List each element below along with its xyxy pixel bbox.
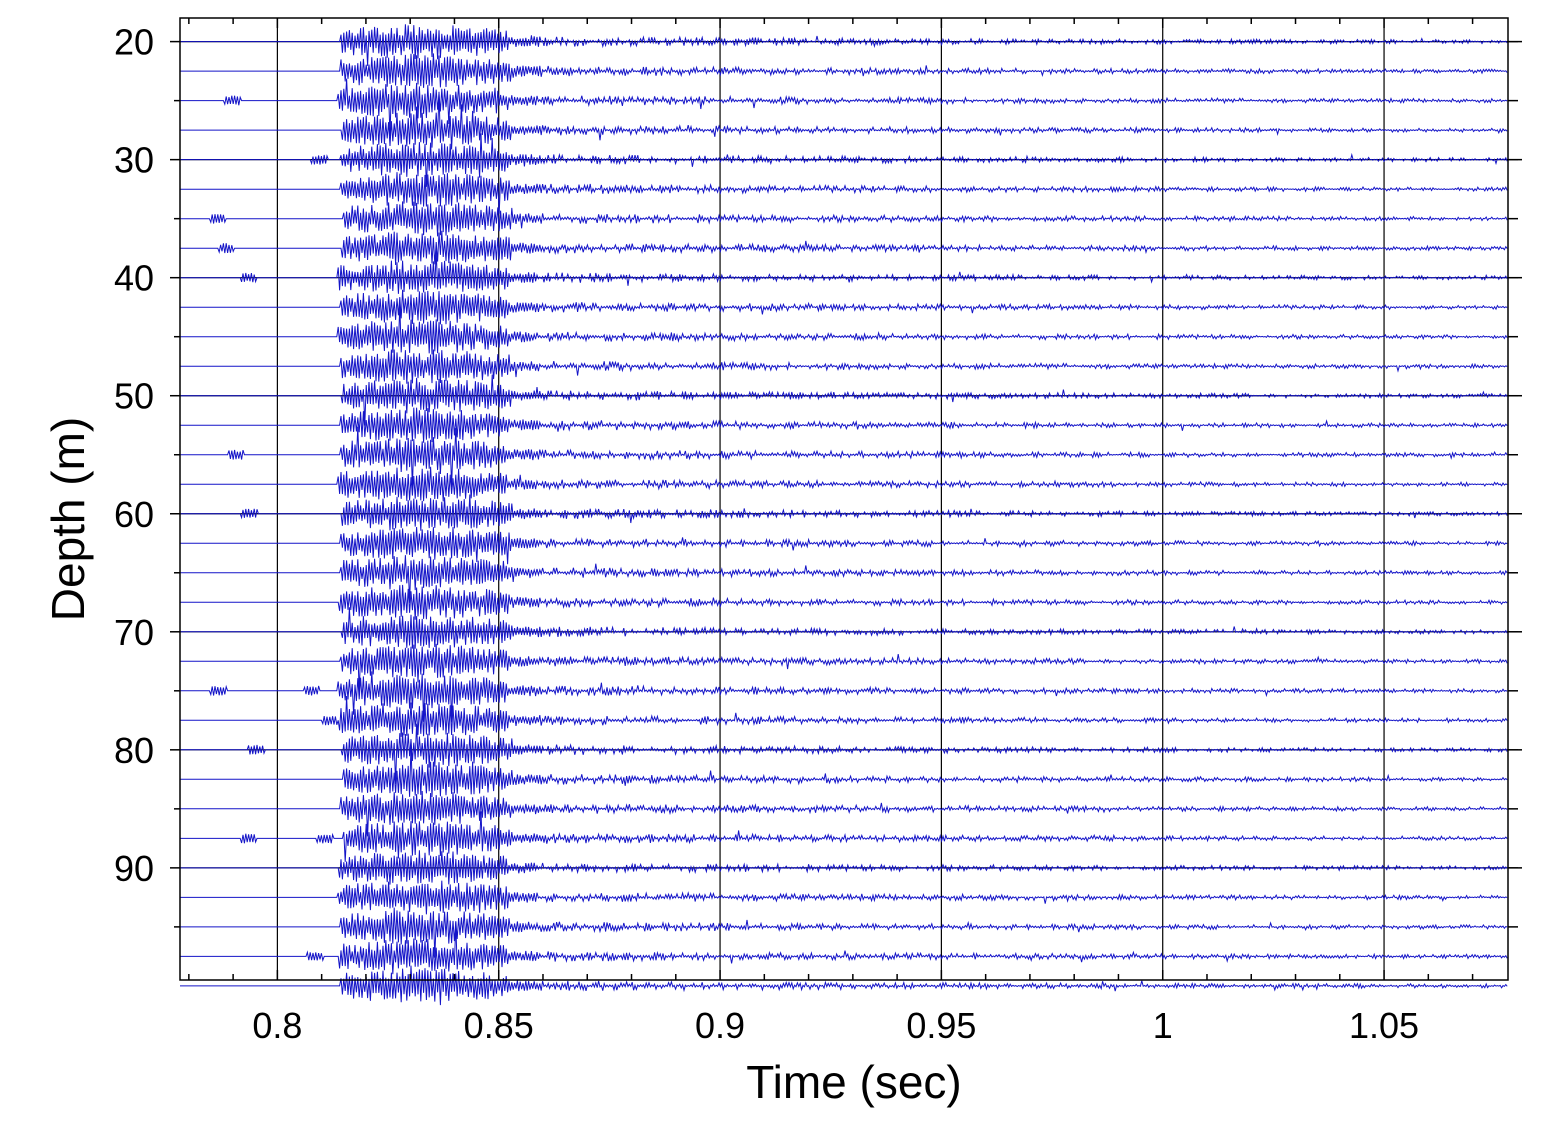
trace-depth-67_5 bbox=[180, 584, 1508, 620]
trace-depth-75 bbox=[180, 671, 1508, 723]
trace-series bbox=[180, 24, 1508, 1006]
x-axis-title: Time (sec) bbox=[746, 1056, 962, 1108]
x-tick-label-3: 0.95 bbox=[906, 1005, 976, 1046]
trace-depth-82_5 bbox=[180, 744, 1508, 798]
trace-depth-100 bbox=[180, 965, 1508, 1006]
y-axis-title: Depth (m) bbox=[42, 417, 94, 621]
x-tick-label-5: 1.05 bbox=[1349, 1005, 1419, 1046]
trace-depth-77_5 bbox=[180, 695, 1508, 737]
axis-ticks bbox=[170, 18, 1522, 980]
trace-depth-22_5 bbox=[180, 53, 1508, 88]
trace-depth-57_5 bbox=[180, 466, 1508, 502]
trace-depth-90 bbox=[180, 850, 1508, 885]
trace-depth-25 bbox=[180, 78, 1508, 137]
trace-depth-87_5 bbox=[180, 811, 1508, 862]
y-tick-label-5: 70 bbox=[114, 612, 154, 653]
y-tick-label-3: 50 bbox=[114, 376, 154, 417]
y-tick-label-7: 90 bbox=[114, 848, 154, 889]
trace-depth-92_5 bbox=[180, 880, 1508, 915]
trace-depth-30 bbox=[180, 133, 1508, 187]
trace-depth-32_5 bbox=[180, 172, 1508, 214]
x-tick-label-4: 1 bbox=[1153, 1005, 1173, 1046]
trace-depth-52_5 bbox=[180, 407, 1508, 443]
x-tick-label-0: 0.8 bbox=[252, 1005, 302, 1046]
trace-depth-35 bbox=[180, 201, 1508, 237]
trace-depth-37_5 bbox=[180, 230, 1508, 266]
y-tick-label-0: 20 bbox=[114, 22, 154, 63]
plot-frame bbox=[179, 17, 1509, 981]
trace-depth-45 bbox=[180, 304, 1508, 355]
trace-depth-50 bbox=[180, 374, 1508, 426]
trace-depth-42_5 bbox=[180, 289, 1508, 325]
trace-depth-70 bbox=[180, 607, 1508, 649]
trace-depth-85 bbox=[180, 790, 1508, 837]
y-tick-label-6: 80 bbox=[114, 730, 154, 771]
trace-depth-27_5 bbox=[180, 91, 1508, 150]
trace-depth-55 bbox=[180, 426, 1508, 489]
trace-depth-65 bbox=[180, 555, 1508, 603]
y-tick-labels: 20 30 40 50 60 70 80 90 bbox=[114, 22, 154, 889]
x-tick-label-1: 0.85 bbox=[464, 1005, 534, 1046]
x-tick-labels: 0.8 0.85 0.9 0.95 1 1.05 bbox=[252, 1005, 1419, 1046]
trace-depth-95 bbox=[180, 907, 1508, 958]
trace-depth-47_5 bbox=[180, 349, 1508, 384]
trace-depth-97_5 bbox=[180, 922, 1508, 975]
trace-depth-72_5 bbox=[180, 643, 1508, 692]
y-tick-label-1: 30 bbox=[114, 140, 154, 181]
trace-depth-62_5 bbox=[180, 526, 1508, 565]
y-tick-label-2: 40 bbox=[114, 258, 154, 299]
trace-depth-60 bbox=[180, 494, 1508, 531]
y-tick-label-4: 60 bbox=[114, 494, 154, 535]
trace-depth-20 bbox=[180, 24, 1508, 66]
x-tick-label-2: 0.9 bbox=[695, 1005, 745, 1046]
trace-depth-80 bbox=[180, 723, 1508, 785]
trace-depth-40 bbox=[180, 250, 1508, 294]
